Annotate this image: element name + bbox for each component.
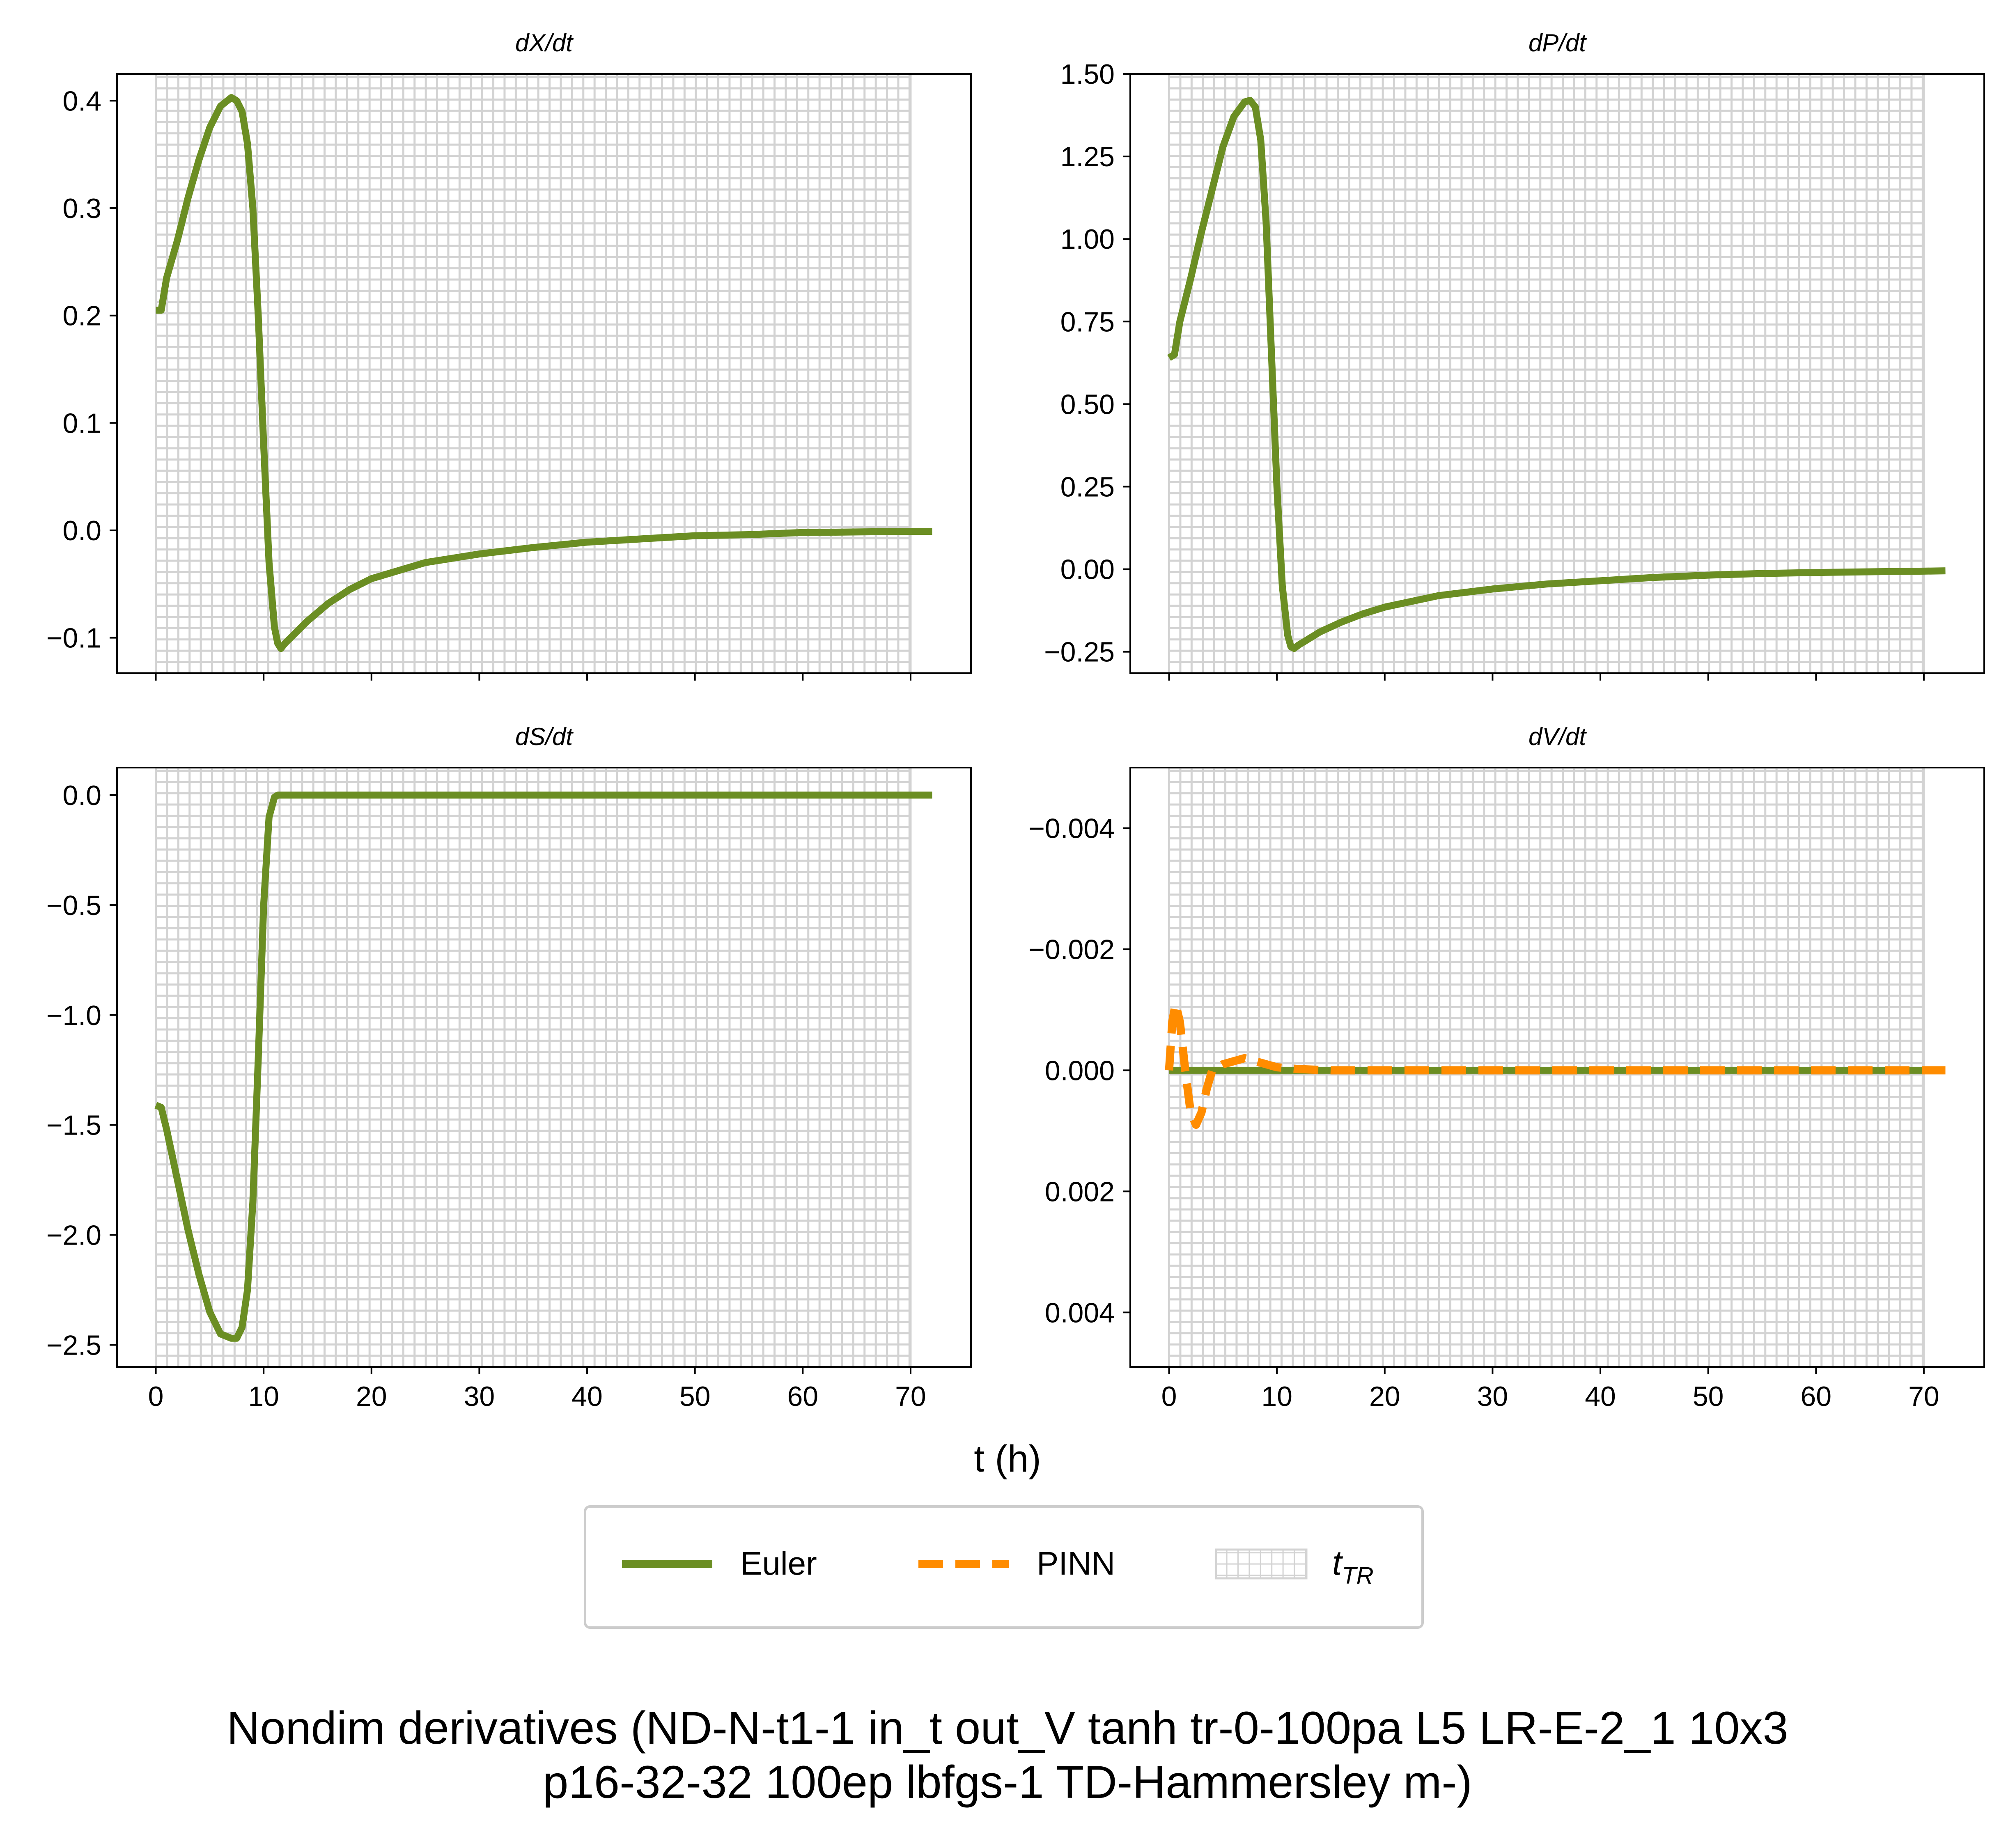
y-tick-label-ds-dt: −2.5 [46, 1330, 101, 1361]
axes-frame-dx-dt [116, 73, 972, 674]
x-tick-label-dv-dt: 70 [1908, 1381, 1939, 1412]
training-region-hatch-dp-dt [1168, 74, 1925, 673]
x-tick-label-ds-dt: 20 [356, 1381, 387, 1412]
y-tick-label-dp-dt: 0.75 [1060, 306, 1115, 337]
legend-training-region-label: tTR [1332, 1543, 1374, 1589]
x-tick-label-dv-dt: 10 [1261, 1381, 1292, 1412]
series-group-ds-dt [154, 791, 932, 1342]
legend-t-label: t [1332, 1543, 1343, 1582]
x-axis-label: t (h) [974, 1438, 1041, 1480]
x-tick-label-dv-dt: 50 [1693, 1381, 1724, 1412]
subplots-grid: −0.10.00.10.20.30.4dX/dt−0.250.000.250.5… [46, 29, 1985, 1412]
series-pinn-dv-dt [1165, 1000, 1946, 1129]
series-euler-dx-dt [156, 94, 932, 652]
y-tick-label-dp-dt: 0.50 [1060, 389, 1115, 420]
x-tick-label-ds-dt: 0 [148, 1381, 164, 1412]
figure-suptitle-line2: p16-32-32 100ep lbfgs-1 TD-Hammersley m-… [543, 1756, 1472, 1808]
legend-pinn-label: PINN [1037, 1545, 1115, 1582]
legend-t-subscript: TR [1342, 1562, 1373, 1589]
subplot-title-dp-dt: dP/dt [1529, 29, 1587, 57]
training-region-edge-dp-dt [1168, 74, 1925, 673]
subplot-title-ds-dt: dS/dt [515, 723, 574, 750]
x-tick-label-dv-dt: 20 [1369, 1381, 1400, 1412]
y-tick-label-dv-dt: 0.002 [1045, 1176, 1115, 1207]
y-tick-label-ds-dt: −1.5 [46, 1110, 101, 1141]
y-tick-label-dv-dt: −0.004 [1028, 813, 1115, 844]
subplot-ds-dt: −2.5 −2.0 −1.5 −1.0 −0.5 0.0 0 10 20 30 40 50 60 70 dS… [46, 723, 972, 1412]
y-tick-label-dp-dt: 0.25 [1060, 472, 1115, 503]
x-tick-label-ds-dt: 50 [679, 1381, 711, 1412]
x-tick-label-dv-dt: 30 [1477, 1381, 1508, 1412]
subplot-dp-dt: −0.25 0.00 0.25 0.50 0.75 1.00 1.25 1.50 dP/dt [1044, 29, 1985, 681]
y-tick-label-ds-dt: −1.0 [46, 1000, 101, 1031]
training-region-edge-ds-dt [155, 768, 912, 1367]
y-tick-label-dv-dt: 0.000 [1045, 1055, 1115, 1086]
legend-euler-label: Euler [740, 1545, 817, 1582]
y-tick-label-dv-dt: 0.004 [1045, 1297, 1115, 1328]
series-euler-ds-dt [154, 791, 932, 1342]
series-euler-dp-dt [1167, 96, 1946, 652]
y-tick-label-dp-dt: 1.50 [1060, 59, 1115, 90]
x-tick-label-ds-dt: 70 [895, 1381, 926, 1412]
y-tick-label-dx-dt: 0.1 [62, 408, 101, 439]
y-tick-label-dv-dt: −0.002 [1028, 934, 1115, 965]
figure-suptitle-line1: Nondim derivatives (ND-N-t1-1 in_t out_V… [227, 1702, 1788, 1754]
x-tick-label-ds-dt: 60 [787, 1381, 818, 1412]
y-tick-label-dx-dt: 0.2 [62, 300, 101, 332]
y-tick-label-ds-dt: −0.5 [46, 890, 101, 921]
y-tick-label-dp-dt: −0.25 [1044, 637, 1115, 668]
legend-training-region-swatch [1215, 1548, 1308, 1580]
series-group-dx-dt [156, 94, 932, 652]
axes-frame-dv-dt [1129, 767, 1985, 1368]
subplot-dx-dt: −0.1 0.0 0.1 0.2 0.3 0.4 dX/dt [46, 29, 972, 681]
legend: Euler PINN tTR [584, 1505, 1424, 1629]
y-tick-label-dx-dt: −0.1 [46, 623, 101, 654]
series-group-dp-dt [1167, 96, 1946, 652]
series-group-dv-dt [1165, 1000, 1946, 1129]
subplot-title-dx-dt: dX/dt [515, 29, 574, 57]
y-tick-label-dx-dt: 0.0 [62, 515, 101, 546]
y-tick-label-ds-dt: 0.0 [62, 780, 101, 811]
x-tick-label-dv-dt: 0 [1161, 1381, 1177, 1412]
axes-frame-ds-dt [116, 767, 972, 1368]
training-region-hatch-dx-dt [155, 74, 912, 673]
training-region-hatch-dv-dt [1168, 768, 1925, 1367]
y-tick-label-dp-dt: 1.25 [1060, 141, 1115, 172]
training-region-hatch-ds-dt [155, 768, 912, 1367]
x-tick-label-dv-dt: 40 [1585, 1381, 1616, 1412]
subplot-dv-dt: −0.004 −0.002 0.000 0.002 0.004 0 10 20 30 40 50 60… [1028, 723, 1985, 1412]
x-tick-label-dv-dt: 60 [1800, 1381, 1831, 1412]
x-tick-label-ds-dt: 40 [571, 1381, 603, 1412]
x-tick-label-ds-dt: 10 [248, 1381, 279, 1412]
y-tick-label-dx-dt: 0.3 [62, 193, 101, 224]
y-tick-label-dx-dt: 0.4 [62, 85, 101, 117]
axes-frame-dp-dt [1129, 73, 1985, 674]
y-tick-label-dp-dt: 0.00 [1060, 554, 1115, 585]
y-tick-label-dp-dt: 1.00 [1060, 224, 1115, 255]
x-tick-label-ds-dt: 30 [464, 1381, 495, 1412]
training-region-edge-dx-dt [155, 74, 912, 673]
y-tick-label-ds-dt: −2.0 [46, 1220, 101, 1251]
subplot-title-dv-dt: dV/dt [1529, 723, 1587, 750]
